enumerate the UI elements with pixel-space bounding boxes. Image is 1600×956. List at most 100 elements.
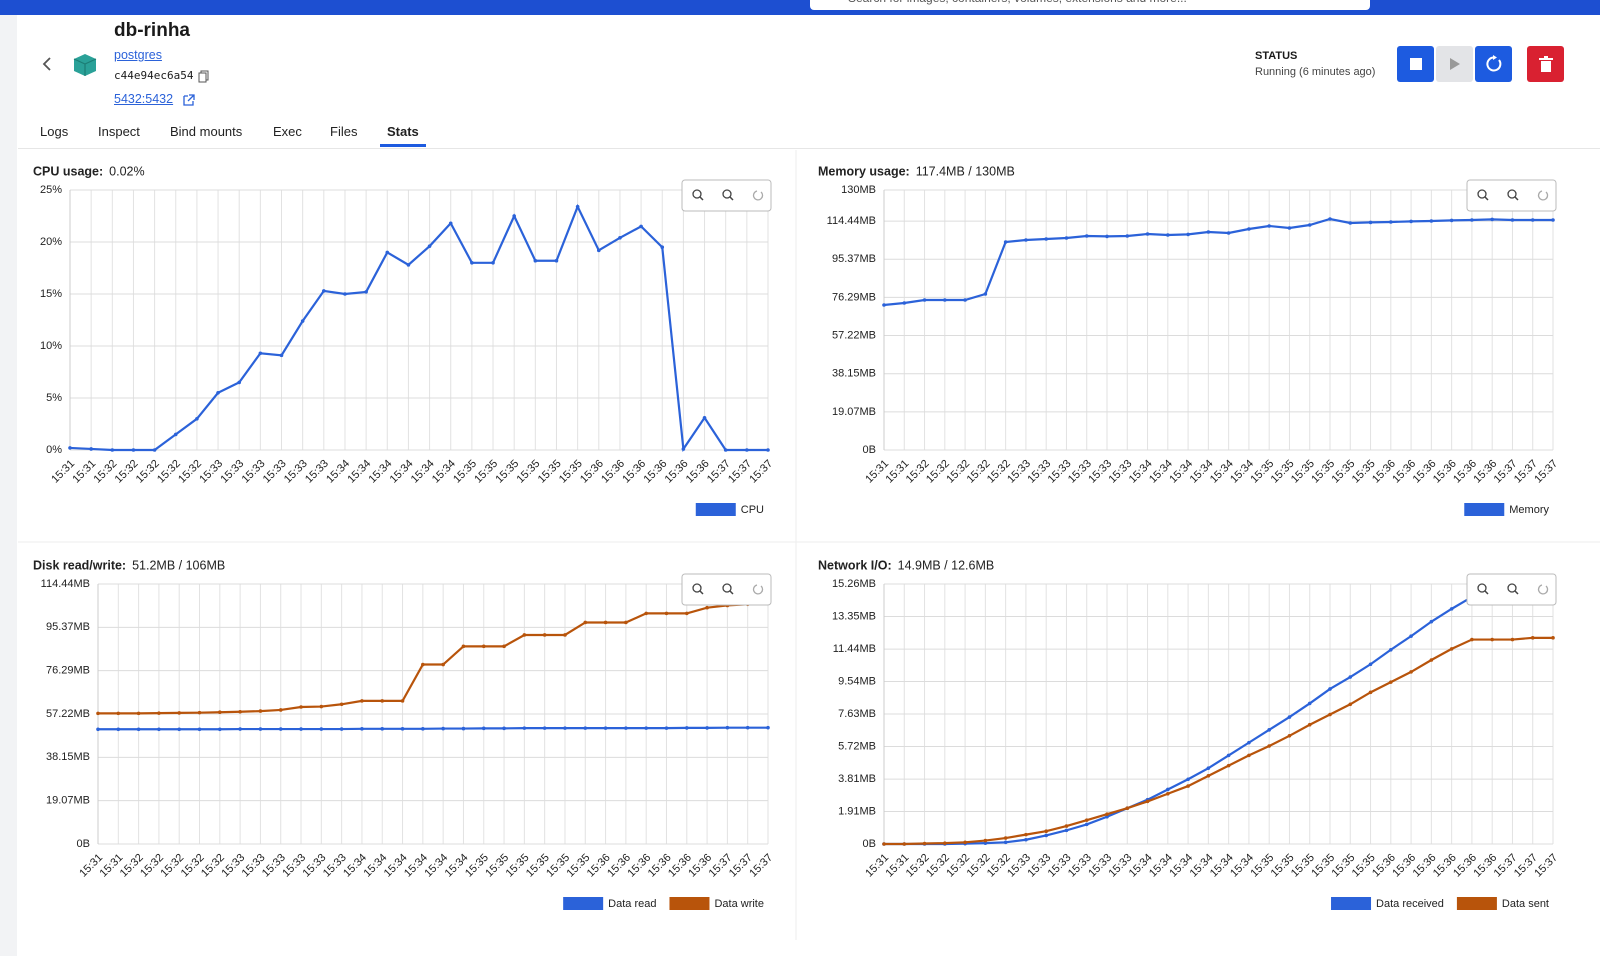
data-point [177,711,182,715]
data-point [542,633,547,637]
legend-label: Data sent [1502,898,1549,910]
data-point [237,380,242,385]
start-button[interactable] [1436,46,1473,82]
x-tick-label: 15:36 [684,458,712,486]
zoom-icon [1477,189,1487,199]
zoom-icon [729,590,734,595]
data-point [1348,221,1353,225]
chart-toolbar[interactable] [681,179,772,212]
data-point [1409,219,1413,224]
x-tick-label: 15:34 [345,458,373,486]
back-button[interactable] [38,54,56,74]
data-point [922,298,927,302]
data-point [1490,217,1494,222]
tab[interactable]: Files [330,124,358,139]
chart-toolbar[interactable] [1466,573,1557,606]
data-point [1510,218,1515,222]
reset-icon [752,584,764,595]
x-tick-label: 15:33 [197,458,225,486]
data-point [218,710,222,715]
data-point [1328,217,1332,221]
x-tick-label: 15:37 [747,458,775,486]
data-point [218,727,222,732]
data-point [1247,740,1251,745]
tab[interactable]: Inspect [98,124,140,139]
image-link[interactable]: postgres [114,48,162,62]
y-tick-label: 38.15MB [832,368,876,380]
data-point [1389,680,1393,684]
data-point [639,224,643,229]
tab[interactable]: Logs [40,124,69,139]
restart-button[interactable] [1475,46,1512,82]
legend-label: Data write [714,898,764,910]
data-point [882,303,886,307]
zoom-icon [699,196,704,201]
data-point [343,292,347,296]
series-line [69,203,768,453]
data-point [195,417,199,421]
data-point [238,709,242,714]
data-point [110,448,115,452]
legend-swatch [669,897,710,910]
data-point [766,448,770,452]
external-icon[interactable] [183,94,195,106]
data-point [882,842,886,846]
data-point [1449,607,1454,611]
y-tick-label: 10% [40,340,62,352]
data-point [380,727,385,731]
series-line [883,217,1553,307]
copy-icon[interactable] [198,70,210,83]
y-tick-label: 0B [863,838,876,850]
x-tick-label: 15:32 [113,458,141,486]
data-point [660,245,665,249]
data-point [681,447,686,451]
tab[interactable]: Stats [380,124,426,147]
search-box[interactable]: Search for images, containers, volumes, … [810,0,1370,10]
data-point [1510,637,1515,642]
chart-title: Memory usage: [818,164,910,178]
data-point [745,448,749,452]
data-point [152,448,157,452]
data-point [258,351,263,356]
x-tick-label: 15:36 [578,458,606,486]
data-point [1267,728,1271,732]
stop-button[interactable] [1397,46,1434,82]
y-tick-label: 25% [40,184,62,196]
reset-icon [752,190,764,201]
data-point [1348,675,1353,679]
data-point [963,298,967,302]
data-point [902,842,907,846]
data-point [1024,837,1028,842]
data-point [1551,218,1555,222]
delete-button[interactable] [1527,46,1564,82]
legend-swatch [1464,503,1505,516]
data-point [441,662,445,667]
port-link[interactable]: 5432:5432 [114,92,174,106]
chart-toolbar[interactable] [1466,179,1557,212]
x-tick-label: 15:34 [366,458,394,486]
x-tick-label: 15:35 [515,458,543,486]
data-point [1470,218,1474,222]
y-tick-label: 114.44MB [41,578,90,590]
data-point [723,448,728,452]
chart-toolbar[interactable] [681,573,772,606]
tab[interactable]: Exec [273,124,302,139]
data-point [1064,828,1069,833]
x-tick-label: 15:32 [92,458,120,486]
data-point [1186,784,1190,788]
x-tick-label: 15:37 [1532,852,1560,880]
y-tick-label: 95.37MB [46,621,90,633]
data-point [1267,224,1271,228]
data-point [705,605,709,610]
tab[interactable]: Bind mounts [170,124,243,139]
zoom-icon [1514,196,1519,201]
data-point [1389,647,1393,652]
data-point [1206,766,1211,770]
data-point [1328,712,1332,717]
legend-swatch [563,897,604,910]
x-tick-label: 15:35 [493,458,521,486]
data-point [470,261,474,265]
data-point [1226,231,1231,235]
series-line [884,583,1554,846]
